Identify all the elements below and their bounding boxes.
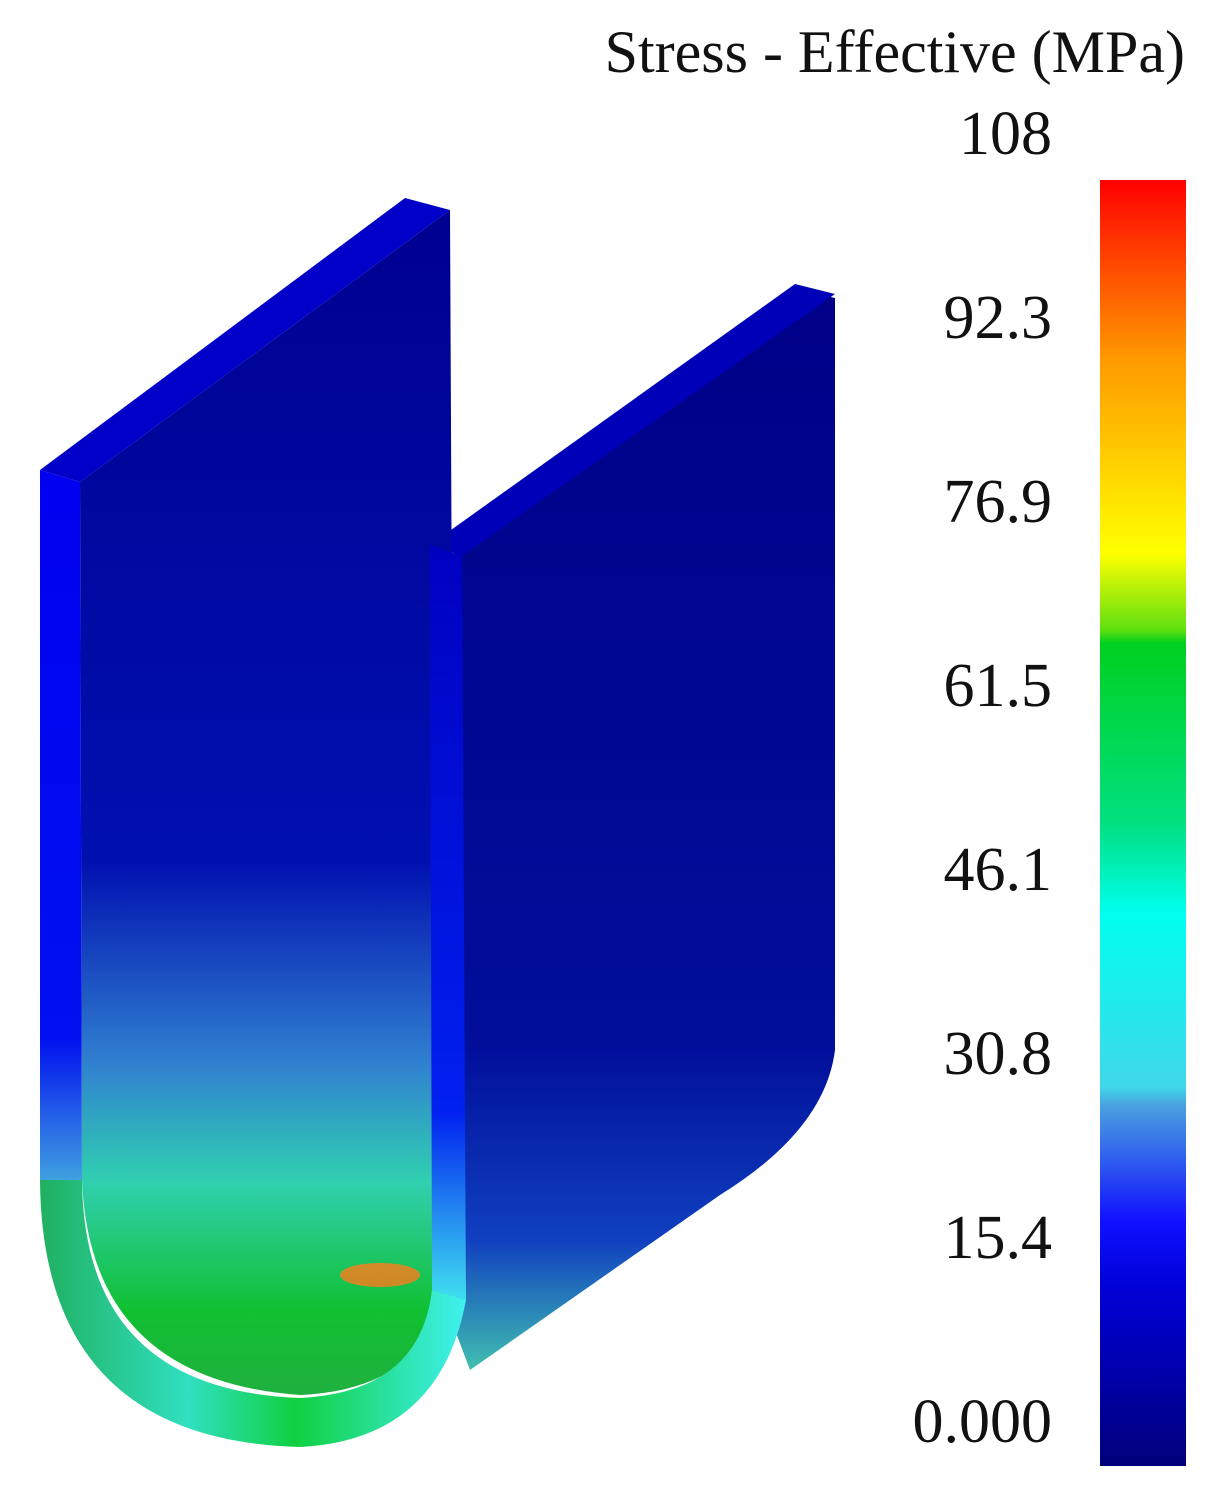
legend-label: 92.3 xyxy=(944,284,1053,352)
left-wall-face xyxy=(80,210,455,1395)
u-rim xyxy=(40,1180,466,1447)
legend-label: 76.9 xyxy=(944,468,1053,536)
legend-label: 61.5 xyxy=(944,652,1053,720)
legend-label: 15.4 xyxy=(944,1204,1053,1272)
legend-labels: 108 92.3 76.9 61.5 46.1 30.8 15.4 0.000 xyxy=(913,100,1053,1456)
hot-spot xyxy=(340,1263,420,1287)
right-wall-top xyxy=(430,284,835,556)
color-bar xyxy=(1100,180,1186,1466)
legend-label: 46.1 xyxy=(944,836,1053,904)
legend-title: Stress - Effective (MPa) xyxy=(605,19,1185,85)
legend-label: 108 xyxy=(959,100,1052,168)
model xyxy=(40,198,835,1447)
right-wall-face xyxy=(455,290,835,1370)
legend-label: 30.8 xyxy=(944,1020,1053,1088)
legend-label: 0.000 xyxy=(913,1388,1053,1456)
left-wall-top xyxy=(40,198,450,482)
left-wall-edge xyxy=(40,470,82,1180)
right-wall-edge xyxy=(430,545,466,1300)
